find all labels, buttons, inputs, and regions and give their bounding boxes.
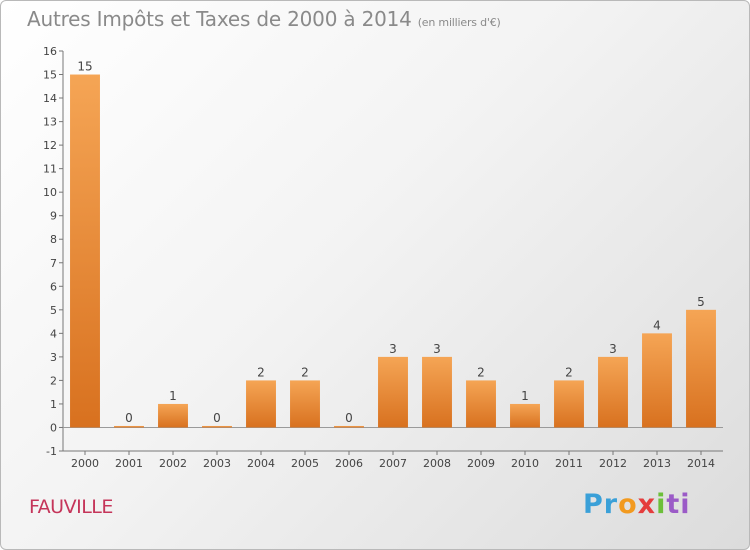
y-tick-label: 14 [43,92,57,105]
data-label-2001: 0 [125,411,133,425]
data-label-2014: 5 [697,295,705,309]
bar-2012 [598,356,628,428]
chart-title: Autres Impôts et Taxes de 2000 à 2014 (en… [27,7,501,31]
bars [70,74,716,428]
proxiti-logo: Proxiti [583,489,691,520]
data-label-2012: 3 [609,342,617,356]
x-tick-label: 2007 [379,457,407,470]
y-tick-label: 12 [43,139,57,152]
data-label-2005: 2 [301,365,309,379]
x-tick-label: 2000 [71,457,99,470]
y-tick-label: 0 [50,421,57,434]
x-tick-label: 2008 [423,457,451,470]
y-tick-label: 2 [50,374,57,387]
data-label-2010: 1 [521,389,529,403]
data-label-2004: 2 [257,365,265,379]
bar-2008 [422,356,452,428]
x-tick-label: 2005 [291,457,319,470]
bar-2006 [334,425,364,428]
data-label-2009: 2 [477,365,485,379]
data-label-2000: 15 [77,60,92,74]
bar-2010 [510,403,540,428]
data-label-2007: 3 [389,342,397,356]
y-tick-label: 4 [50,327,57,340]
data-labels: 15 0 1 0 2 2 0 3 3 2 1 2 3 4 5 [77,60,704,425]
bar-2001 [114,425,144,428]
y-tick-label: 9 [50,210,57,223]
y-tick-label: -1 [46,445,57,458]
data-label-2002: 1 [169,389,177,403]
title-text: Autres Impôts et Taxes de 2000 à 2014 [27,7,412,31]
bar-2014 [686,309,716,428]
bar-2007 [378,356,408,428]
data-label-2008: 3 [433,342,441,356]
bar-2000 [70,74,100,428]
data-label-2003: 0 [213,411,221,425]
x-tick-label: 2012 [599,457,627,470]
x-tick-label: 2010 [511,457,539,470]
y-tick-label: 7 [50,257,57,270]
x-tick-label: 2009 [467,457,495,470]
data-label-2006: 0 [345,411,353,425]
y-tick-label: 10 [43,186,57,199]
data-label-2013: 4 [653,318,661,332]
bar-2009 [466,380,496,428]
y-tick-label: 8 [50,233,57,246]
x-tick-label: 2003 [203,457,231,470]
y-tick-label: 6 [50,280,57,293]
x-tick-label: 2002 [159,457,187,470]
x-tick-label: 2013 [643,457,671,470]
y-tick-label: 3 [50,351,57,364]
x-tick-label: 2014 [687,457,715,470]
commune-name: FAUVILLE [29,496,113,518]
bar-2004 [246,380,276,428]
y-tick-label: 15 [43,69,57,82]
x-tick-label: 2011 [555,457,583,470]
x-tick-label: 2006 [335,457,363,470]
bar-2002 [158,403,188,428]
y-tick-label: 1 [50,398,57,411]
x-tick-label: 2001 [115,457,143,470]
title-unit: (en milliers d'€) [417,16,501,29]
bar-2013 [642,333,672,428]
y-tick-label: 13 [43,116,57,129]
y-tick-label: 11 [43,163,57,176]
bar-2003 [202,425,232,428]
x-tick-label: 2004 [247,457,275,470]
y-tick-label: 16 [43,45,57,58]
bar-2005 [290,380,320,428]
data-label-2011: 2 [565,365,573,379]
bar-2011 [554,380,584,428]
y-tick-label: 5 [50,304,57,317]
